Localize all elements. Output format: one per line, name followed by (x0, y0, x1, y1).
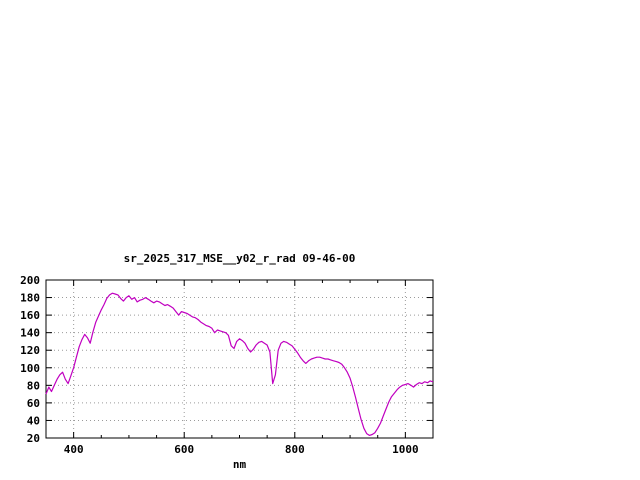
tick-labels: 400 600 800 1000 20 40 60 80 100 120 140 160 180 200 (20, 274, 418, 456)
y-tick-label: 200 (20, 274, 40, 287)
y-tick-label: 60 (27, 397, 40, 410)
tick-marks (45, 279, 434, 439)
x-tick-label: 800 (285, 443, 305, 456)
chart-title: sr_2025_317_MSE__y02_r_rad 09-46-00 (123, 252, 356, 265)
y-tick-label: 40 (27, 414, 40, 427)
x-axis-label: nm (232, 458, 247, 471)
x-tick-label: 400 (64, 443, 84, 456)
y-tick-label: 120 (20, 344, 40, 357)
y-tick-label: 80 (27, 379, 40, 392)
y-tick-label: 20 (27, 432, 40, 445)
y-tick-label: 140 (20, 327, 40, 340)
x-tick-label: 1000 (392, 443, 419, 456)
y-tick-label: 180 (20, 292, 40, 305)
y-tick-label: 160 (20, 309, 40, 322)
spectral-radiance-curve (45, 292, 434, 436)
x-tick-label: 600 (174, 443, 194, 456)
y-tick-label: 100 (20, 362, 40, 375)
